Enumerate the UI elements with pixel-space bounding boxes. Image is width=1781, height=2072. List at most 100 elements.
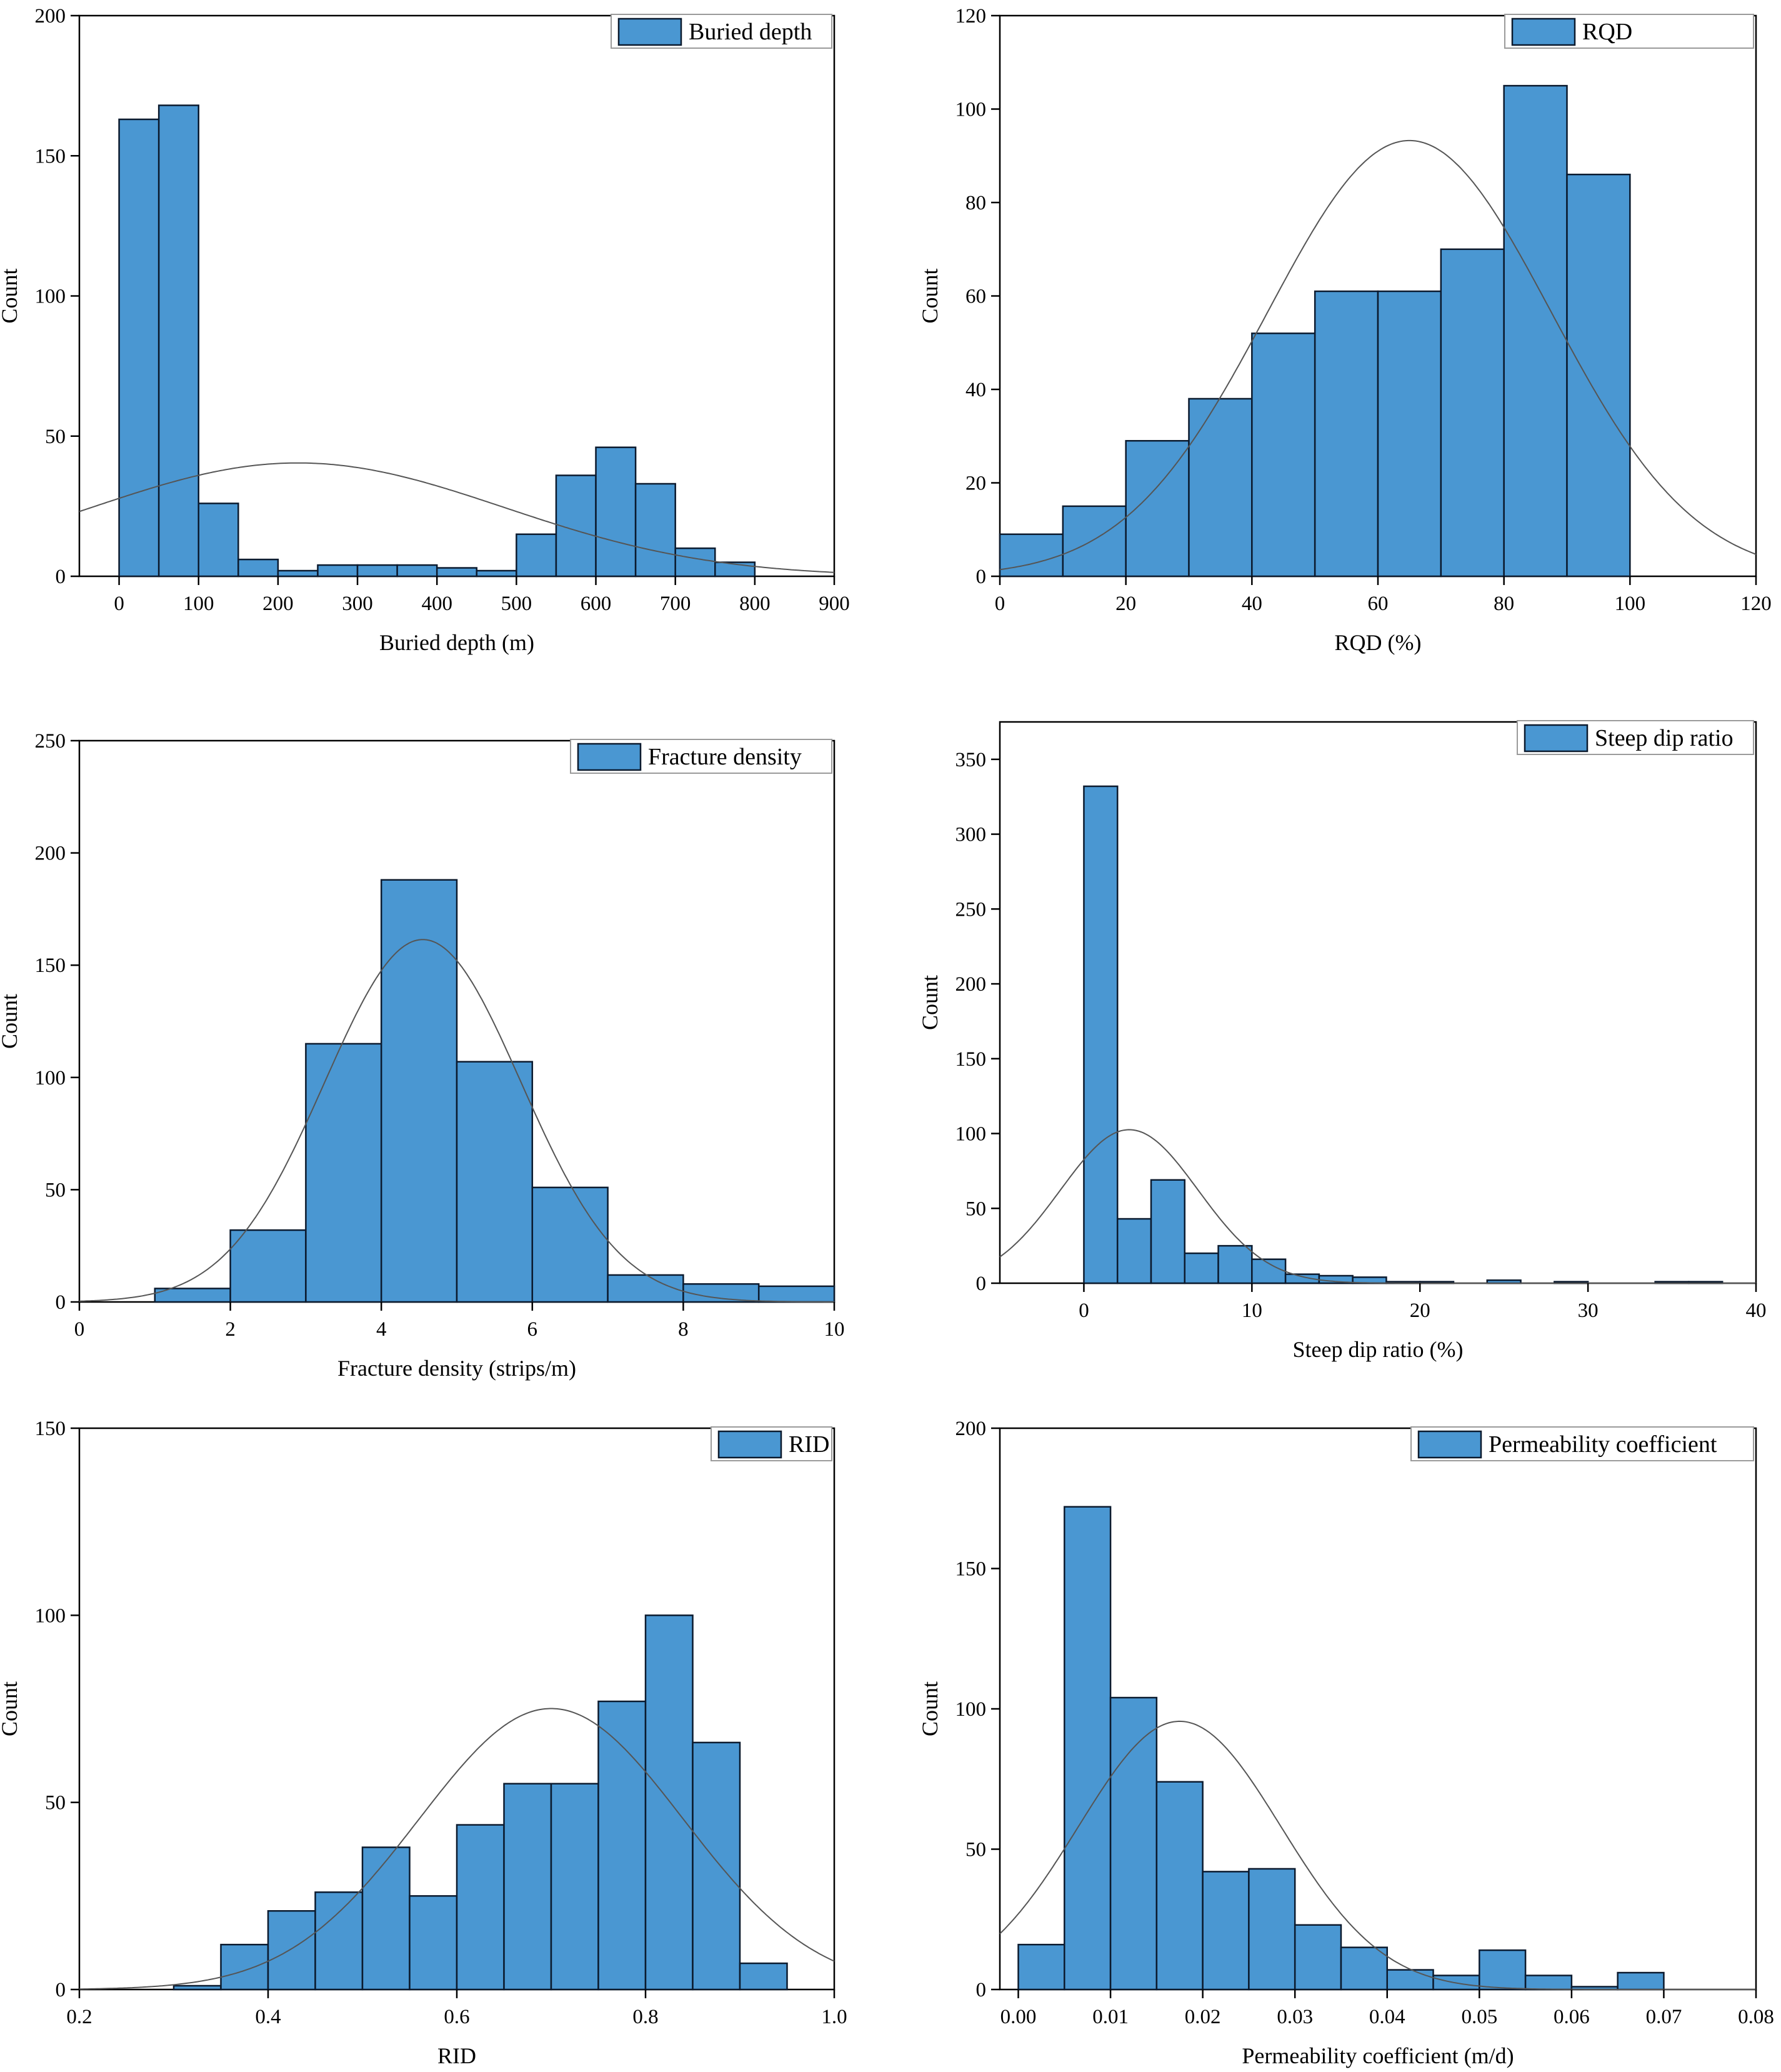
y-tick-label: 200	[35, 5, 66, 28]
y-axis: 0 50 100 150	[35, 1418, 79, 2001]
x-tick-label: 40	[1242, 593, 1262, 615]
histogram-bars	[154, 879, 836, 1303]
x-tick-label: 30	[1578, 1299, 1599, 1322]
x-tick-label: 200	[262, 593, 294, 615]
histogram-bar	[1109, 1696, 1158, 1991]
histogram-bar	[1386, 1969, 1434, 1991]
histogram-bar	[1294, 1924, 1342, 1991]
y-tick-label: 150	[955, 1048, 987, 1071]
legend: RQD	[1504, 14, 1754, 49]
y-tick-label: 200	[35, 843, 66, 865]
histogram-bars	[118, 104, 756, 578]
y-tick-label: 50	[45, 1792, 66, 1814]
histogram-bar	[1017, 1943, 1065, 1991]
y-tick-label: 150	[955, 1558, 987, 1581]
histogram-bar	[595, 446, 637, 578]
x-tick-label: 0.05	[1461, 2006, 1497, 2028]
histogram-bar	[305, 1043, 382, 1303]
x-tick-label: 0.03	[1277, 2006, 1313, 2028]
histogram-bar	[1524, 1974, 1573, 1991]
y-tick-label: 200	[955, 973, 987, 996]
histogram-bars	[999, 84, 1631, 578]
histogram-bar	[157, 104, 199, 578]
y-tick-label: 100	[955, 1698, 987, 1721]
histogram-bar	[277, 569, 319, 578]
histogram-bar	[1340, 1946, 1389, 1991]
legend-swatch	[1511, 18, 1576, 46]
x-tick-label: 40	[1746, 1299, 1767, 1322]
x-tick-label: 700	[660, 593, 691, 615]
legend: Buried depth	[611, 14, 832, 49]
histogram-bar	[644, 1614, 694, 1991]
chart-panel-4: 0 50 100 150 200 250 300 350 0 10 20 30 40 Steep dip …	[917, 720, 1767, 1362]
legend-label: Steep dip ratio	[1595, 725, 1734, 751]
x-tick-label: 0.2	[66, 2006, 92, 2028]
histogram-bar	[607, 1274, 684, 1303]
x-tick-label: 6	[527, 1318, 538, 1341]
histogram-bar	[1062, 505, 1127, 578]
histogram-bar	[1251, 333, 1316, 578]
histogram-bar	[1083, 785, 1119, 1284]
y-tick-label: 0	[976, 1273, 987, 1295]
y-axis-title: Count	[0, 1681, 22, 1736]
x-tick-label: 0.02	[1185, 2006, 1221, 2028]
legend-label: Buried depth	[689, 19, 812, 45]
histogram-bar	[220, 1943, 269, 1991]
x-tick-label: 20	[1115, 593, 1136, 615]
legend: Steep dip ratio	[1517, 720, 1754, 755]
normal-fit-curve	[999, 139, 1757, 571]
y-tick-label: 300	[955, 824, 987, 846]
histogram-bar	[531, 1186, 609, 1303]
y-tick-label: 0	[56, 566, 66, 588]
chart-panel-6: 0 50 100 150 200 0.00 0.01 0.02 0.03 0.04 0.05 0.06…	[917, 1418, 1774, 2068]
histogram-bar	[503, 1783, 552, 1991]
x-tick-label: 400	[421, 593, 452, 615]
x-tick-label: 120	[1740, 593, 1772, 615]
histogram-bar	[1188, 398, 1253, 578]
y-axis-title: Count	[0, 994, 22, 1049]
histogram-bar	[172, 1984, 222, 1991]
histogram-bar	[1150, 1179, 1186, 1284]
x-tick-label: 80	[1494, 593, 1514, 615]
y-axis: 0 50 100 150 200 250	[35, 730, 79, 1314]
histogram-bar	[380, 879, 458, 1303]
histogram-bar	[516, 533, 557, 578]
legend: Fracture density	[570, 739, 832, 774]
legend-swatch	[577, 743, 642, 771]
normal-fit-curve	[999, 1129, 1756, 1284]
y-tick-label: 200	[955, 1418, 987, 1440]
x-axis: 0 2 4 6 8 10	[74, 1302, 845, 1341]
x-tick-label: 0	[1079, 1299, 1089, 1322]
histogram-bar	[314, 1891, 364, 1991]
y-tick-label: 100	[35, 1067, 66, 1089]
histogram-bar	[1566, 173, 1631, 578]
x-tick-label: 0	[114, 593, 124, 615]
x-tick-label: 1.0	[821, 2006, 847, 2028]
x-tick-label: 100	[1615, 593, 1646, 615]
histogram-bar	[197, 503, 239, 578]
histogram-bar	[229, 1229, 307, 1303]
y-tick-label: 100	[955, 99, 987, 121]
x-tick-label: 2	[225, 1318, 236, 1341]
x-tick-label: 500	[501, 593, 532, 615]
histogram-bar	[1440, 248, 1505, 578]
histogram-bar	[757, 1285, 836, 1303]
x-tick-label: 900	[819, 593, 850, 615]
histogram-bar	[1155, 1781, 1204, 1991]
y-tick-label: 50	[965, 1198, 986, 1220]
histogram-bars	[1017, 1506, 1665, 1991]
histogram-bar	[1184, 1252, 1219, 1284]
histogram-bar	[361, 1846, 411, 1991]
legend-label: RQD	[1582, 19, 1632, 45]
x-axis-title: RQD (%)	[1335, 630, 1422, 655]
x-tick-label: 0	[995, 593, 1005, 615]
histogram-bar	[674, 547, 716, 578]
y-tick-label: 150	[35, 145, 66, 168]
y-axis-title: Count	[917, 975, 942, 1030]
x-tick-label: 60	[1368, 593, 1389, 615]
histogram-bar	[597, 1700, 647, 1991]
x-tick-label: 600	[581, 593, 612, 615]
y-tick-label: 150	[35, 954, 66, 977]
histogram-bar	[317, 564, 359, 578]
x-axis: 0 10 20 30 40	[1079, 1283, 1767, 1322]
